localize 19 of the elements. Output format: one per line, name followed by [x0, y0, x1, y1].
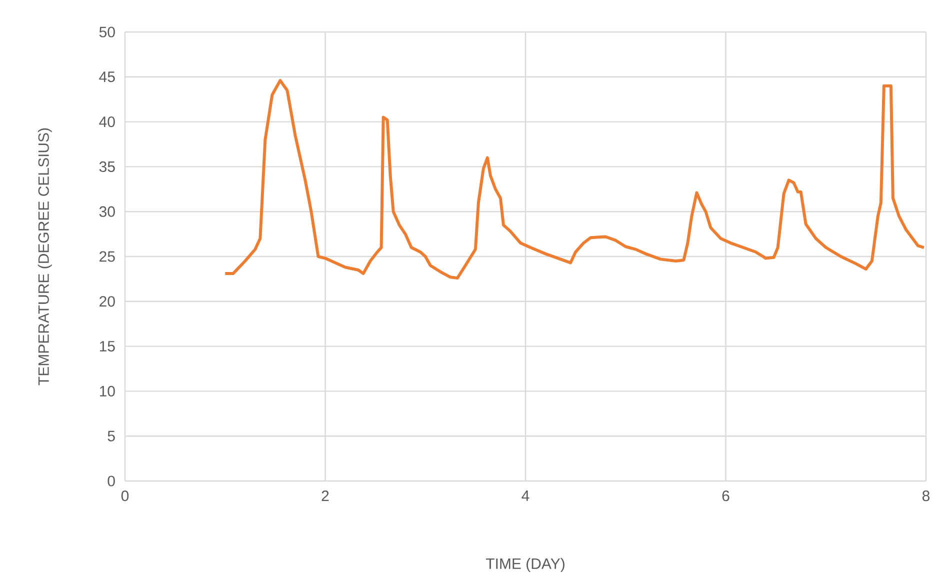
- y-tick-label: 30: [99, 206, 115, 217]
- x-tick-label: 0: [121, 490, 129, 502]
- y-tick-label: 20: [100, 296, 115, 307]
- y-tick-label: 0: [108, 476, 115, 486]
- y-tick-label: 35: [99, 161, 115, 172]
- x-tick-label: 4: [522, 490, 530, 501]
- line-series: [224, 78, 926, 280]
- y-tick-label: 10: [100, 386, 115, 397]
- x-tick-label: 8: [922, 490, 930, 502]
- y-tick-label: 50: [99, 26, 115, 38]
- y-tick-label: 40: [99, 116, 115, 128]
- x-tick-label: 6: [722, 490, 730, 502]
- x-tick-label: 2: [322, 490, 329, 501]
- y-tick-label: 15: [100, 341, 115, 352]
- y-tick-label: 25: [100, 251, 115, 262]
- y-tick-label: 5: [108, 430, 115, 442]
- y-axis-title: TEMPERATURE (DEGREE CELSIUS): [38, 128, 52, 386]
- x-axis-title: TIME (DAY): [486, 558, 564, 572]
- y-tick-label: 45: [99, 72, 115, 82]
